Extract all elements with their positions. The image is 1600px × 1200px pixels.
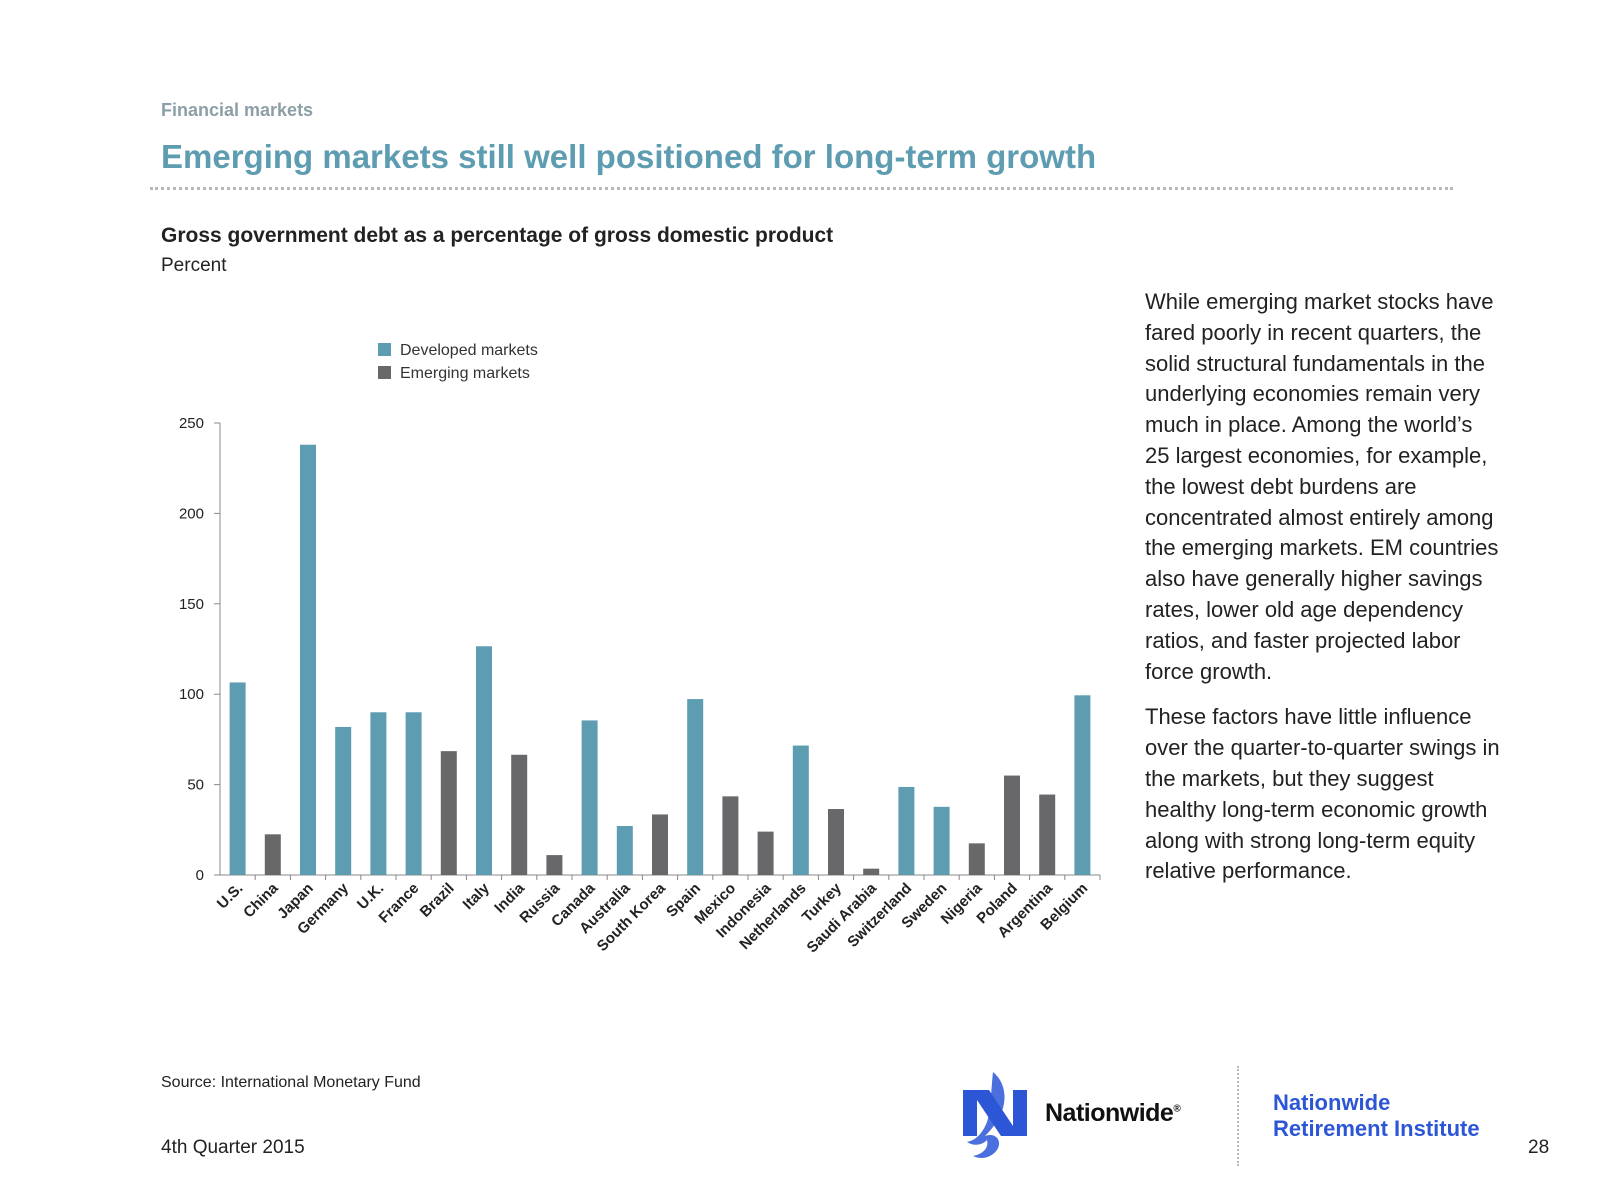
bar: [652, 814, 668, 875]
bar: [370, 712, 387, 875]
chart-title: Gross government debt as a percentage of…: [161, 224, 834, 247]
bar: [440, 751, 457, 875]
bar: [264, 834, 281, 875]
section-label: Financial markets: [161, 100, 314, 120]
x-tick-label: China: [240, 879, 282, 921]
page-number: 28: [1528, 1137, 1550, 1158]
bar: [229, 682, 246, 875]
brand-name: Nationwide®: [1045, 1099, 1181, 1128]
y-tick-label: 0: [196, 867, 204, 884]
commentary-paragraph-1: While emerging market stocks have fared …: [1145, 289, 1499, 684]
bar: [757, 831, 774, 875]
bar: [511, 754, 528, 875]
bar: [335, 726, 352, 875]
brand-wordmark: Nationwide: [1045, 1099, 1174, 1127]
y-tick-label: 200: [179, 505, 204, 522]
bar: [1074, 695, 1091, 875]
legend-swatch: [378, 366, 391, 379]
bar: [828, 809, 844, 875]
bar: [687, 699, 704, 875]
bar: [616, 826, 633, 875]
footer-date: 4th Quarter 2015: [161, 1137, 305, 1158]
commentary-paragraph-2: These factors have little influence over…: [1145, 704, 1500, 884]
y-tick-label: 50: [187, 777, 204, 794]
footer-divider: [1237, 1066, 1239, 1166]
eagle-icon: [963, 1072, 1027, 1158]
institute-line-1: Nationwide: [1273, 1090, 1391, 1115]
legend-swatch: [378, 343, 391, 356]
commentary: While emerging market stocks have fared …: [1145, 287, 1500, 902]
institute-line-2: Retirement Institute: [1273, 1116, 1480, 1141]
bar: [863, 868, 880, 875]
bar: [792, 745, 809, 875]
registered-mark: ®: [1173, 1103, 1181, 1115]
y-tick-label: 100: [179, 686, 204, 703]
bar: [1039, 794, 1056, 875]
legend-label: Developed markets: [400, 342, 538, 359]
x-tick-label: France: [376, 880, 423, 927]
bar: [581, 720, 598, 875]
bar: [898, 786, 915, 875]
x-tick-label: Brazil: [417, 880, 458, 921]
bar: [968, 843, 985, 875]
bar: [933, 806, 950, 875]
bar: [722, 796, 739, 875]
y-tick-label: 150: [179, 596, 204, 613]
bar: [476, 646, 492, 875]
institute-name: Nationwide Retirement Institute: [1273, 1090, 1480, 1142]
legend-label: Emerging markets: [400, 365, 530, 382]
x-tick-label: Italy: [460, 879, 494, 913]
chart-unit-label: Percent: [161, 255, 227, 276]
page-title: Emerging markets still well positioned f…: [161, 138, 1097, 175]
source-note: Source: International Monetary Fund: [161, 1074, 421, 1091]
y-tick-label: 250: [179, 415, 204, 432]
bar: [1004, 775, 1020, 875]
bar: [300, 444, 316, 875]
bar: [405, 712, 422, 875]
bar: [546, 855, 563, 875]
title-divider: [150, 187, 1453, 190]
